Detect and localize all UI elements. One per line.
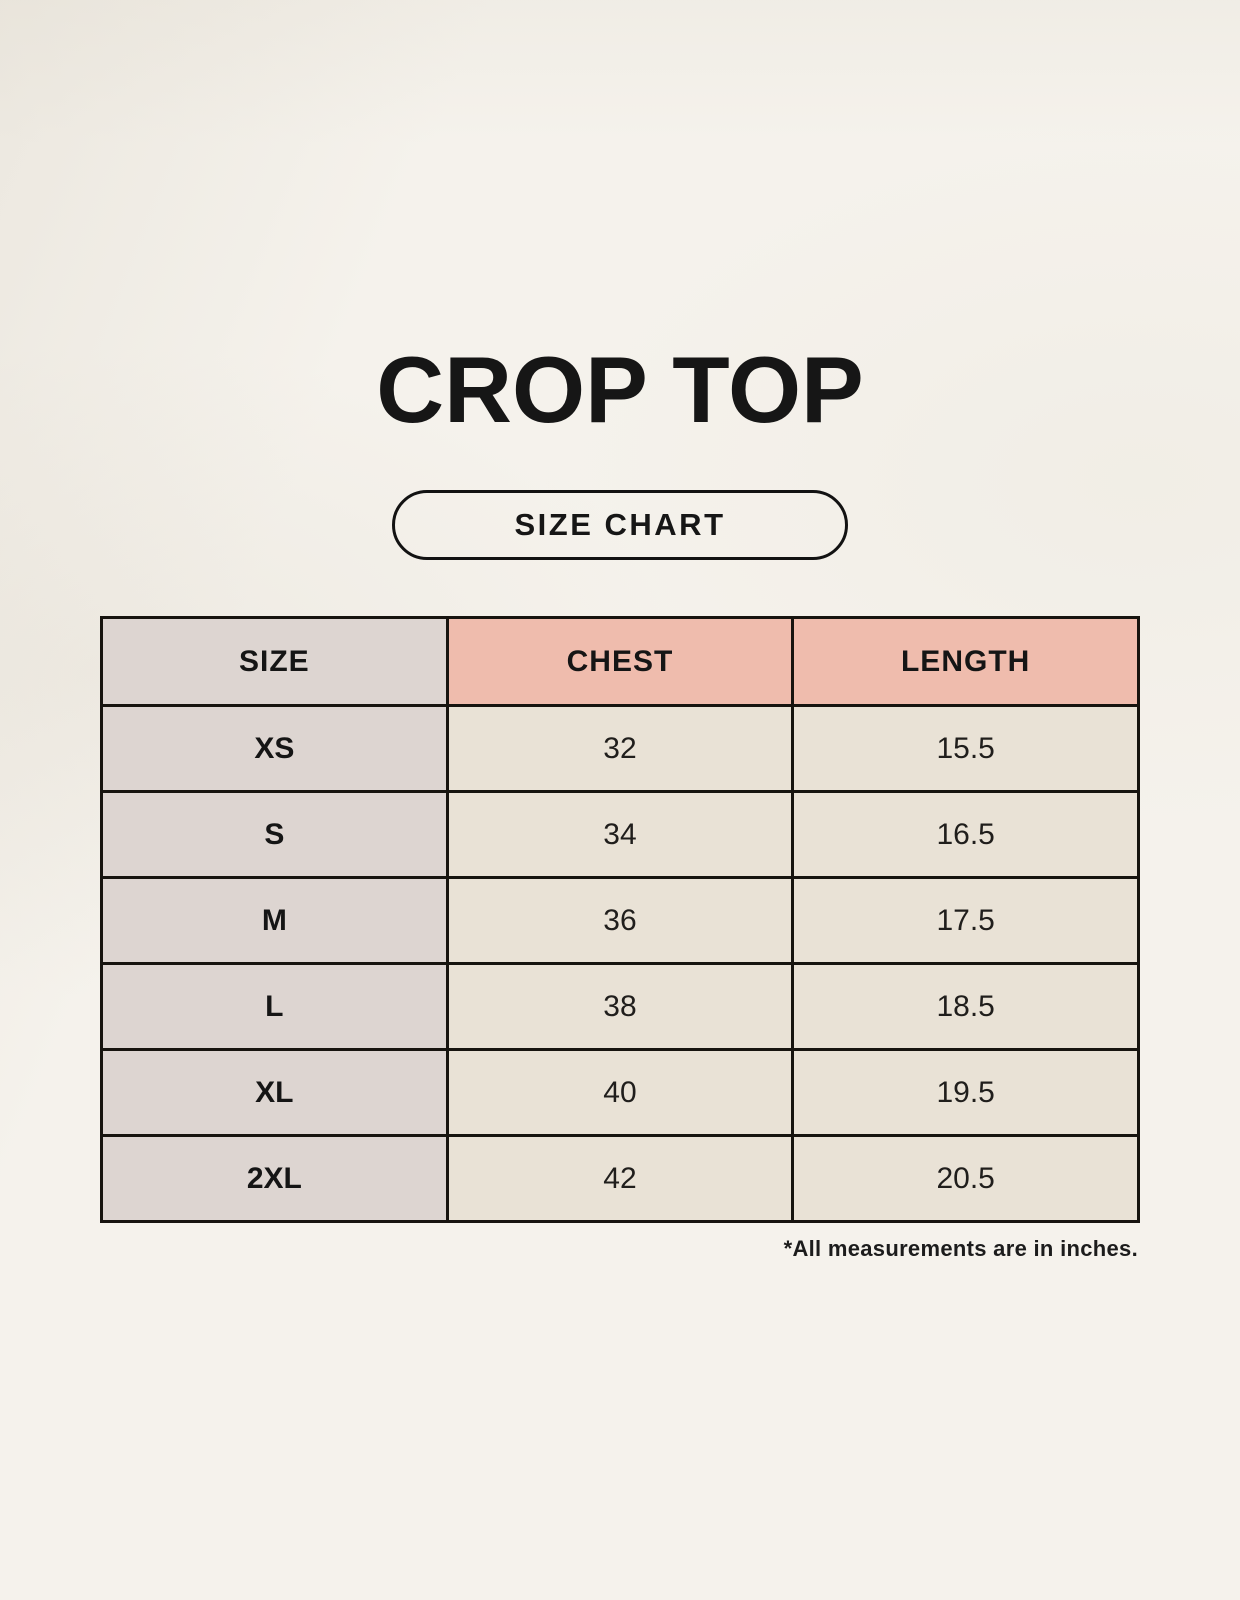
- row-length-value: 19.5: [791, 1048, 1140, 1137]
- size-chart-badge: SIZE CHART: [392, 490, 848, 560]
- row-chest-value: 40: [445, 1048, 795, 1137]
- row-size-label: L: [100, 962, 449, 1051]
- size-table-container: SIZE CHEST LENGTH XS 32 15.5 S 34 16.5 M…: [100, 616, 1140, 1262]
- table-row-xl: XL 40 19.5: [100, 1048, 1140, 1137]
- table-row-2xl: 2XL 42 20.5: [100, 1134, 1140, 1223]
- table-row-xs: XS 32 15.5: [100, 704, 1140, 793]
- size-table: SIZE CHEST LENGTH XS 32 15.5 S 34 16.5 M…: [100, 616, 1140, 1223]
- row-length-value: 20.5: [791, 1134, 1140, 1223]
- row-chest-value: 36: [445, 876, 795, 965]
- table-row-m: M 36 17.5: [100, 876, 1140, 965]
- table-row-l: L 38 18.5: [100, 962, 1140, 1051]
- row-length-value: 16.5: [791, 790, 1140, 879]
- column-header-size: SIZE: [100, 616, 449, 707]
- header-row: SIZE CHEST LENGTH: [100, 616, 1140, 707]
- row-chest-value: 42: [445, 1134, 795, 1223]
- row-length-value: 18.5: [791, 962, 1140, 1051]
- row-size-label: 2XL: [100, 1134, 449, 1223]
- page-title: CROP TOP: [376, 337, 864, 442]
- size-chart-badge-label: SIZE CHART: [514, 507, 726, 542]
- measurements-footnote: *All measurements are in inches.: [783, 1236, 1138, 1261]
- column-header-length: LENGTH: [791, 616, 1140, 707]
- row-size-label: XL: [100, 1048, 449, 1137]
- row-chest-value: 34: [445, 790, 795, 879]
- row-chest-value: 32: [445, 704, 795, 793]
- column-header-chest: CHEST: [445, 616, 795, 707]
- row-size-label: XS: [100, 704, 449, 793]
- row-chest-value: 38: [445, 962, 795, 1051]
- table-row-s: S 34 16.5: [100, 790, 1140, 879]
- row-size-label: S: [100, 790, 449, 879]
- row-length-value: 15.5: [791, 704, 1140, 793]
- row-length-value: 17.5: [791, 876, 1140, 965]
- row-size-label: M: [100, 876, 449, 965]
